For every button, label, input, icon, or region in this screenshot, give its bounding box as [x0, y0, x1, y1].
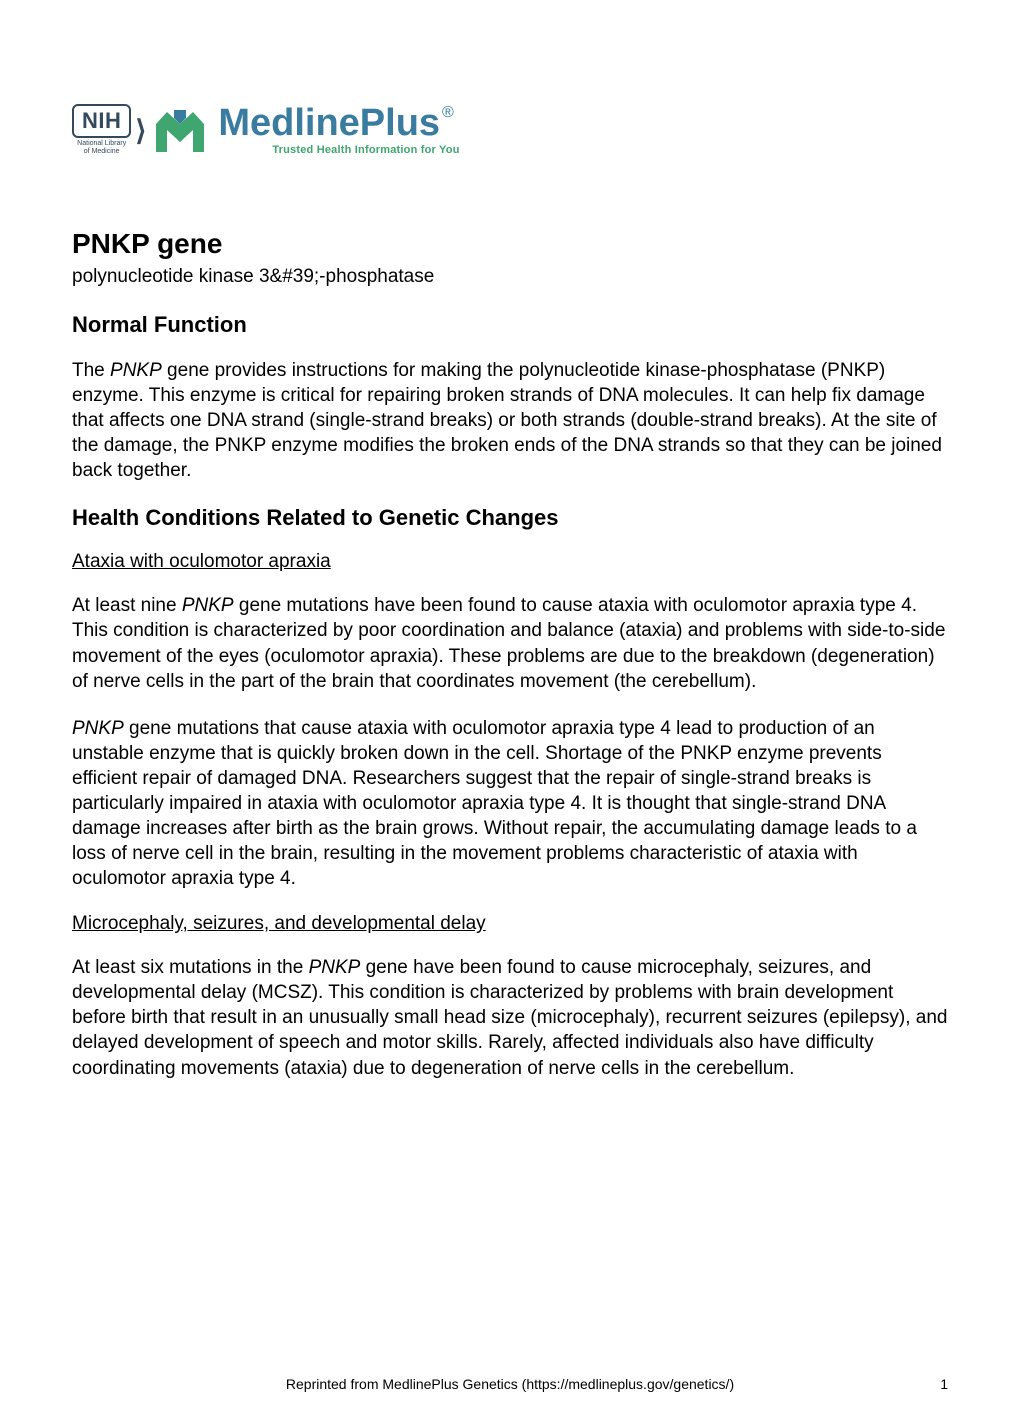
section-heading-normal-function: Normal Function	[72, 312, 948, 338]
footer-page-number: 1	[940, 1376, 948, 1392]
medlineplus-tagline: Trusted Health Information for You	[272, 144, 459, 156]
nih-logo: NIH National Library of Medicine	[72, 104, 131, 155]
nih-sub-text: National Library of Medicine	[77, 140, 126, 155]
section-heading-health-conditions: Health Conditions Related to Genetic Cha…	[72, 505, 948, 531]
medlineplus-text-block: MedlinePlus ® Trusted Health Information…	[218, 104, 459, 156]
ataxia-para-1: At least nine PNKP gene mutations have b…	[72, 593, 948, 693]
nih-badge-text: NIH	[72, 104, 131, 138]
normal-function-para: The PNKP gene provides instructions for …	[72, 358, 948, 483]
medlineplus-icon	[152, 104, 208, 156]
medlineplus-title: MedlinePlus	[218, 104, 440, 142]
footer-source: Reprinted from MedlinePlus Genetics (htt…	[286, 1376, 734, 1392]
page-subtitle: polynucleotide kinase 3&#39;-phosphatase	[72, 266, 948, 288]
chevron-right-icon: ⟩	[135, 114, 146, 147]
subhead-ataxia: Ataxia with oculomotor apraxia	[72, 551, 948, 573]
page-title: PNKP gene	[72, 228, 948, 260]
registered-mark: ®	[442, 104, 454, 122]
logo-block: NIH National Library of Medicine ⟩ Medli…	[72, 90, 948, 170]
subhead-microcephaly: Microcephaly, seizures, and developmenta…	[72, 913, 948, 935]
ataxia-para-2: PNKP gene mutations that cause ataxia wi…	[72, 716, 948, 892]
microcephaly-para: At least six mutations in the PNKP gene …	[72, 955, 948, 1080]
